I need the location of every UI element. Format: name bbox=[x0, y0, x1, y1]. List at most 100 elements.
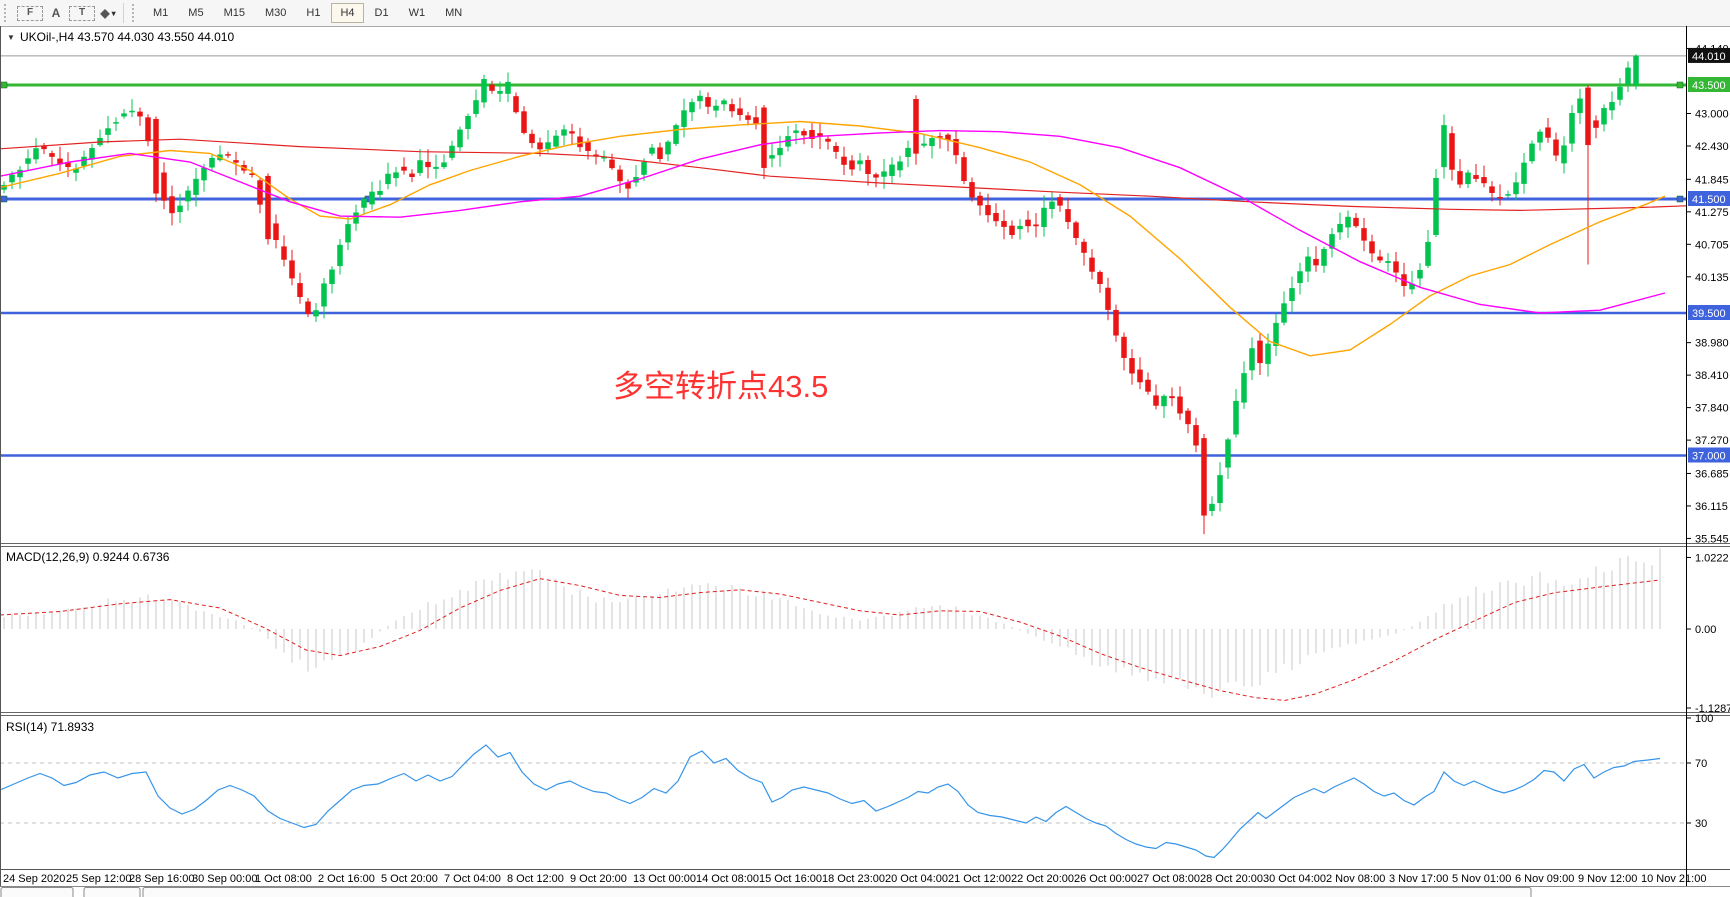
candle-body bbox=[1529, 143, 1535, 162]
candle-body bbox=[1033, 224, 1039, 227]
bottom-chart-tabs[interactable] bbox=[0, 887, 1532, 897]
price-tick-label: 37.840 bbox=[1695, 403, 1729, 415]
timeframe-button-h4[interactable]: H4 bbox=[331, 3, 364, 23]
candle-body bbox=[33, 148, 39, 160]
candle-body bbox=[1161, 395, 1167, 407]
symbol-ohlc-header: UKOil-,H4 43.570 44.030 43.550 44.010 bbox=[20, 30, 234, 44]
candle-body bbox=[1361, 228, 1367, 241]
candle-body bbox=[105, 128, 111, 135]
candle-body bbox=[1417, 269, 1423, 279]
candle-body bbox=[1209, 503, 1215, 511]
candle-body bbox=[1065, 209, 1071, 223]
candle-body bbox=[425, 161, 431, 168]
text-tool-icon[interactable]: A bbox=[51, 6, 61, 20]
candle-body bbox=[793, 130, 799, 133]
timeframe-button-m5[interactable]: M5 bbox=[188, 7, 204, 19]
time-tick-label: 5 Nov 01:00 bbox=[1452, 873, 1511, 885]
candle-body bbox=[617, 169, 623, 182]
time-tick-label: 8 Oct 12:00 bbox=[507, 873, 564, 885]
fibonacci-tool-icon[interactable]: F bbox=[17, 5, 43, 21]
text-label-tool-icon[interactable]: T bbox=[69, 5, 95, 21]
arrows-tool-icon[interactable]: ◆ ▾ bbox=[99, 4, 117, 22]
candle-body bbox=[209, 157, 215, 168]
current-price-label: 44.010 bbox=[1692, 51, 1726, 63]
candle-body bbox=[281, 246, 287, 260]
price-tick-label: 38.410 bbox=[1695, 370, 1729, 382]
timeframe-toolbar-grip[interactable] bbox=[132, 4, 138, 22]
candle-body bbox=[1489, 186, 1495, 193]
macd-signal-line bbox=[0, 578, 1661, 701]
candle-body bbox=[1313, 258, 1319, 266]
candle-body bbox=[873, 174, 879, 178]
candle-body bbox=[1497, 196, 1503, 199]
timeframe-button-m1[interactable]: M1 bbox=[153, 7, 169, 19]
time-tick-label: 3 Nov 17:00 bbox=[1389, 873, 1448, 885]
chart-annotation-text[interactable]: 多空转折点43.5 bbox=[613, 369, 828, 404]
macd-tick-label: 0.00 bbox=[1695, 624, 1716, 636]
candle-body bbox=[1177, 396, 1183, 414]
candlestick-chart bbox=[0, 54, 1686, 535]
candle-body bbox=[801, 131, 807, 136]
dropdown-caret-icon[interactable]: ▾ bbox=[111, 8, 116, 18]
candle-body bbox=[913, 99, 919, 154]
candle-body bbox=[585, 142, 591, 151]
candle-body bbox=[409, 173, 415, 177]
candle-body bbox=[337, 244, 343, 267]
candle-body bbox=[329, 269, 335, 285]
line-handle[interactable] bbox=[0, 81, 8, 89]
candle-body bbox=[881, 171, 887, 177]
candle-body bbox=[1385, 261, 1391, 263]
time-tick-label: 14 Oct 08:00 bbox=[696, 873, 759, 885]
candle-body bbox=[513, 96, 519, 113]
timeframe-button-d1[interactable]: D1 bbox=[374, 7, 389, 19]
candle-body bbox=[1113, 309, 1119, 336]
candle-body bbox=[305, 301, 311, 314]
candle-body bbox=[657, 147, 663, 159]
candle-body bbox=[457, 129, 463, 148]
time-tick-label: 27 Oct 08:00 bbox=[1137, 873, 1200, 885]
chart-tab[interactable] bbox=[142, 887, 1532, 897]
chart-tab[interactable] bbox=[83, 887, 141, 897]
candle-body bbox=[1257, 340, 1263, 364]
timeframe-button-m15[interactable]: M15 bbox=[223, 7, 245, 19]
line-handle[interactable] bbox=[0, 195, 8, 203]
time-tick-label: 26 Oct 00:00 bbox=[1074, 873, 1137, 885]
toolbar-grip[interactable] bbox=[4, 4, 10, 22]
candle-body bbox=[729, 104, 735, 112]
rsi-indicator-label: RSI(14) 71.8933 bbox=[6, 720, 94, 734]
candle-body bbox=[849, 160, 855, 170]
macd-tick-label: 1.0222 bbox=[1695, 552, 1729, 564]
candle-body bbox=[1449, 133, 1455, 170]
time-tick-label: 15 Oct 16:00 bbox=[759, 873, 822, 885]
candle-body bbox=[1305, 256, 1311, 272]
time-tick-label: 25 Sep 12:00 bbox=[66, 873, 131, 885]
timeframe-button-w1[interactable]: W1 bbox=[408, 7, 426, 19]
candle-body bbox=[825, 138, 831, 142]
candle-body bbox=[393, 172, 399, 179]
candle-body bbox=[1521, 162, 1527, 184]
symbol-collapse-icon[interactable]: ▼ bbox=[7, 33, 15, 42]
time-tick-label: 30 Oct 04:00 bbox=[1263, 873, 1326, 885]
line-handle[interactable] bbox=[1676, 81, 1684, 89]
candle-body bbox=[1169, 396, 1175, 399]
candle-body bbox=[1321, 248, 1327, 266]
timeframe-button-h1[interactable]: H1 bbox=[306, 7, 321, 19]
candle-body bbox=[777, 147, 783, 156]
candle-body bbox=[665, 141, 671, 155]
price-axis[interactable]: 44.14043.00042.43041.84541.27540.70540.1… bbox=[0, 25, 1730, 887]
timeframe-button-m30[interactable]: M30 bbox=[264, 7, 287, 19]
candle-body bbox=[17, 169, 23, 178]
chart-tab[interactable] bbox=[0, 887, 74, 897]
diamond-icon: ◆ bbox=[100, 6, 110, 20]
candle-body bbox=[897, 161, 903, 171]
time-tick-label: 20 Oct 04:00 bbox=[885, 873, 948, 885]
rsi-tick-label: 100 bbox=[1695, 713, 1713, 725]
candle-body bbox=[929, 138, 935, 146]
candle-body bbox=[1569, 112, 1575, 144]
line-handle[interactable] bbox=[1676, 195, 1684, 203]
rsi-line bbox=[0, 744, 1661, 859]
level-price-label: 39.500 bbox=[1692, 308, 1726, 320]
candle-body bbox=[1593, 120, 1599, 128]
timeframe-button-mn[interactable]: MN bbox=[445, 7, 463, 19]
